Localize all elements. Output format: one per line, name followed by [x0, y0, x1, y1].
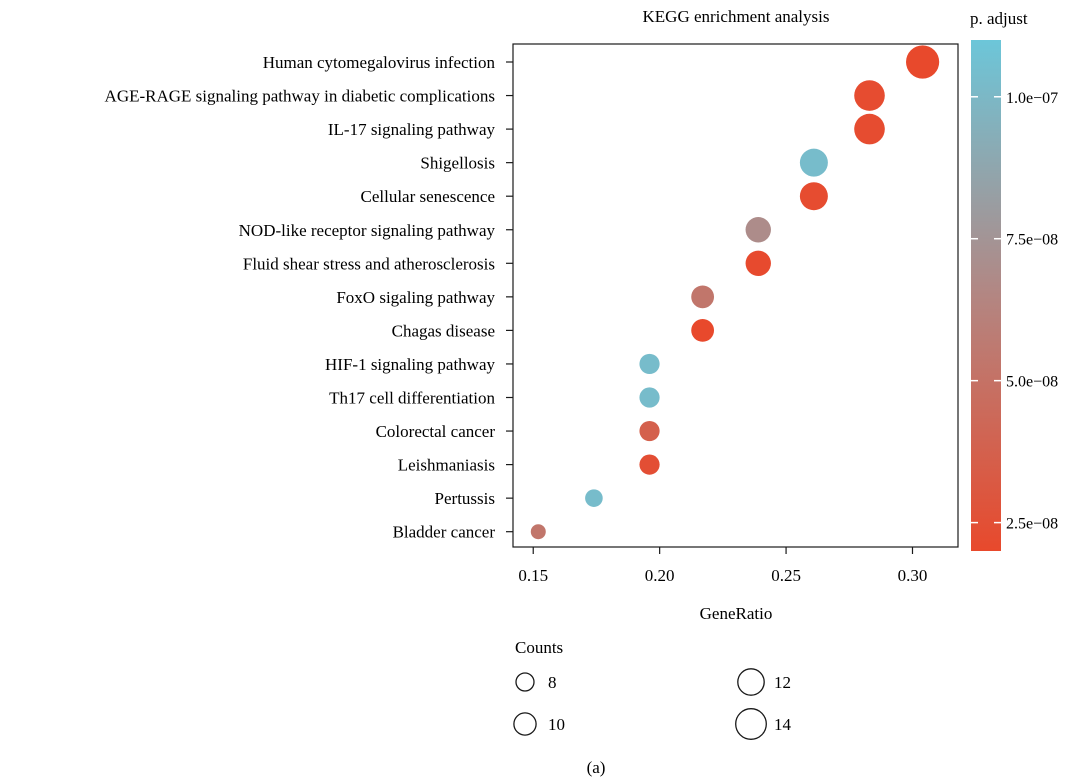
- chart-title: KEGG enrichment analysis: [643, 7, 830, 26]
- y-tick-label: FoxO sigaling pathway: [336, 288, 495, 307]
- size-legend-label: 14: [774, 715, 792, 734]
- data-point: [639, 420, 660, 442]
- data-point: [854, 80, 885, 111]
- x-axis-label: GeneRatio: [700, 604, 773, 623]
- y-tick-label: Chagas disease: [392, 321, 495, 340]
- size-legend-label: 10: [548, 715, 565, 734]
- color-tick-label: 7.5e−08: [1006, 232, 1058, 249]
- y-tick-label: NOD-like receptor signaling pathway: [239, 221, 496, 240]
- size-legend-circle: [513, 712, 537, 736]
- y-tick-label: IL-17 signaling pathway: [328, 120, 496, 139]
- data-point: [530, 524, 546, 540]
- y-axis: Human cytomegalovirus infection AGE-RAGE …: [105, 53, 513, 542]
- x-tick-label: 0.30: [898, 566, 928, 585]
- color-tick-label: 2.5e−08: [1006, 516, 1058, 533]
- color-tick-label: 5.0e−08: [1006, 374, 1058, 391]
- data-point: [691, 319, 715, 342]
- data-point: [639, 353, 660, 375]
- data-point: [745, 217, 771, 243]
- data-point: [639, 454, 660, 475]
- data-point: [691, 285, 715, 309]
- data-points: [530, 45, 940, 540]
- data-point: [906, 45, 940, 79]
- y-tick-label: Leishmaniasis: [398, 456, 495, 475]
- size-legend-circle: [737, 668, 765, 696]
- x-tick-label: 0.20: [645, 566, 675, 585]
- y-tick-label: HIF-1 signaling pathway: [325, 355, 495, 374]
- data-point: [799, 182, 828, 211]
- y-tick-label: Bladder cancer: [393, 523, 496, 542]
- size-legend: 8 10 12 14: [513, 668, 792, 740]
- y-tick-label: Human cytomegalovirus infection: [263, 53, 496, 72]
- y-tick-label: Th17 cell differentiation: [329, 389, 495, 408]
- data-point: [799, 148, 828, 177]
- data-point: [585, 489, 603, 507]
- color-legend-bar: [971, 40, 1001, 551]
- y-tick-label: Colorectal cancer: [376, 422, 496, 441]
- y-tick-label: AGE-RAGE signaling pathway in diabetic c…: [105, 87, 495, 106]
- data-point: [854, 113, 885, 145]
- size-legend-circle: [735, 708, 767, 740]
- size-legend-circle: [515, 672, 535, 692]
- size-legend-label: 8: [548, 673, 557, 692]
- data-point: [639, 387, 660, 408]
- color-legend-ticks: 1.0e−07 7.5e−08 5.0e−08 2.5e−08: [971, 90, 1058, 533]
- x-tick-label: 0.25: [771, 566, 801, 585]
- y-tick-label: Pertussis: [435, 489, 495, 508]
- x-axis: 0.15 0.20 0.25 0.30: [518, 547, 927, 585]
- size-legend-title: Counts: [515, 638, 563, 657]
- size-legend-label: 12: [774, 673, 791, 692]
- color-tick-label: 1.0e−07: [1006, 90, 1058, 107]
- figure-label: (a): [587, 758, 606, 777]
- plot-panel: [512, 43, 959, 548]
- data-point: [745, 250, 771, 276]
- color-legend-title: p. adjust: [970, 9, 1028, 28]
- x-tick-label: 0.15: [518, 566, 548, 585]
- y-tick-label: Shigellosis: [420, 154, 495, 173]
- y-tick-label: Fluid shear stress and atherosclerosis: [243, 254, 495, 273]
- y-tick-label: Cellular senescence: [360, 187, 495, 206]
